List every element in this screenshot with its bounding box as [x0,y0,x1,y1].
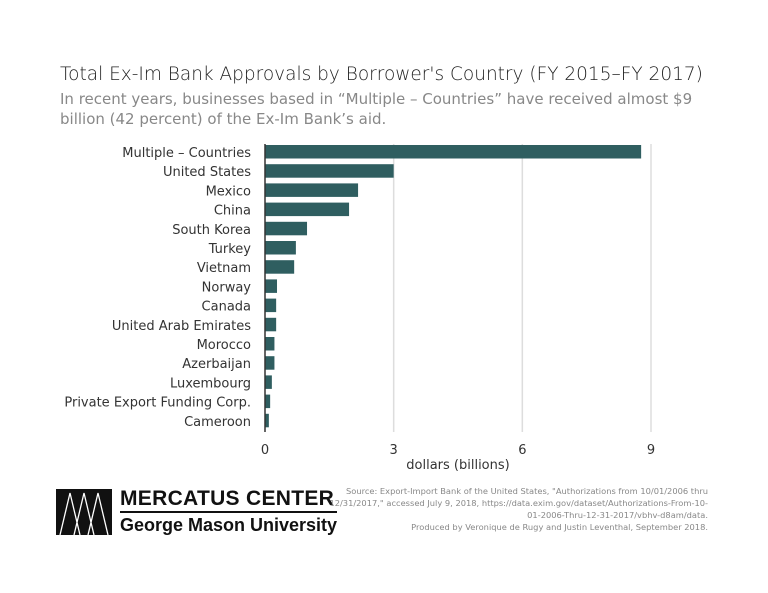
category-label: Cameroon [184,415,251,430]
category-label: Luxembourg [170,376,251,391]
bar [265,375,272,389]
bar [265,279,278,293]
x-tick-label: 3 [390,443,398,458]
bar [265,317,277,332]
category-label: Azerbaijan [182,357,251,372]
logo-line2: George Mason University [120,511,338,537]
bar [265,241,296,255]
category-label: Morocco [197,338,251,353]
bar [265,202,350,217]
source-text: Source: Export-Import Bank of the United… [329,486,708,520]
category-label: Mexico [206,184,251,199]
bar [265,298,277,313]
category-label: Private Export Funding Corp. [64,396,251,411]
logo-line1: MERCATUS CENTER [120,487,335,510]
x-tick-label: 9 [647,443,655,458]
category-label: Multiple – Countries [122,146,251,161]
bar [265,221,308,236]
bar [265,183,359,197]
bar [265,337,275,351]
chart-subtitle: In recent years, businesses based in “Mu… [60,90,693,128]
bar [265,394,271,409]
category-label: Canada [202,300,251,315]
credit-text: Produced by Veronique de Rugy and Justin… [411,522,708,532]
bar [265,145,642,159]
category-label: Turkey [208,242,252,257]
category-label: South Korea [172,223,251,238]
chart-title: Total Ex-Im Bank Approvals by Borrower's… [60,64,703,85]
bar [265,356,275,370]
category-label: China [214,204,251,219]
bar [265,260,295,274]
mercatus-logo: MERCATUS CENTER George Mason University [56,487,338,537]
x-axis-label: dollars (billions) [406,458,509,473]
category-label: Vietnam [197,261,251,276]
bar [265,164,394,178]
x-tick-label: 6 [518,443,526,458]
x-tick-label: 0 [261,443,269,458]
category-label: United Arab Emirates [112,319,251,334]
category-label: United States [163,165,251,180]
bar [265,413,269,428]
category-label: Norway [202,280,252,295]
logo-mark-icon [56,489,112,535]
source-note: Source: Export-Import Bank of the United… [328,485,708,533]
